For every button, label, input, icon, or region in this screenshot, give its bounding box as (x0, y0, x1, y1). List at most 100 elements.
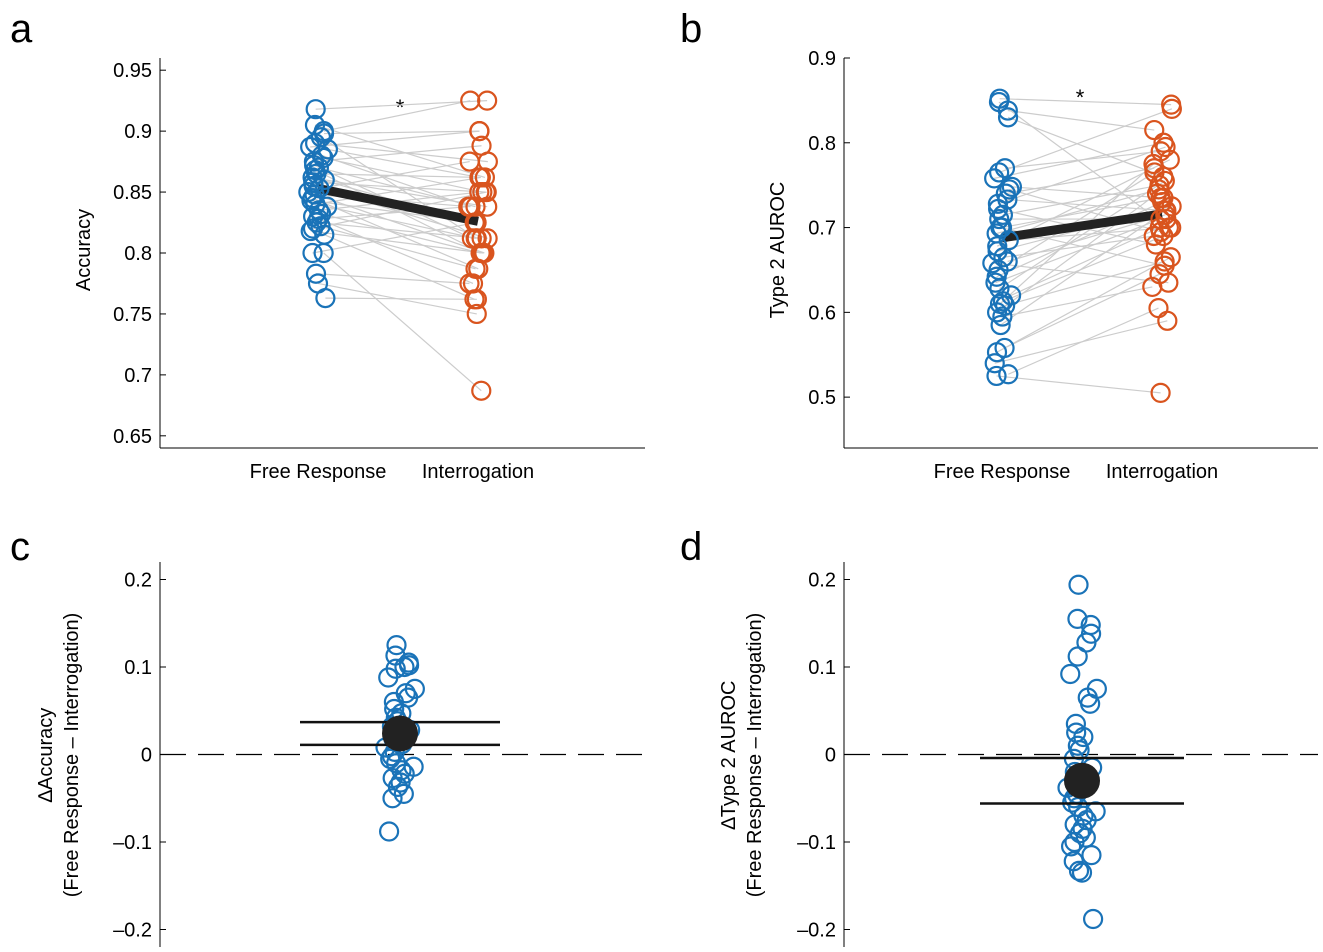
difference-point (1060, 663, 1081, 685)
free-response-point (302, 218, 324, 239)
interrogation-point (1161, 98, 1182, 119)
y-axis-label: ∆Type 2 AUROC (718, 681, 740, 830)
y-tick-label: 0.9 (808, 48, 836, 70)
free-response-point (315, 287, 336, 309)
interrogation-point (460, 90, 481, 111)
y-axis-label-sub: (Free Response – Interrogation) (61, 613, 83, 898)
difference-point (1082, 908, 1104, 930)
paired-line (324, 130, 480, 135)
paired-line (996, 188, 1159, 235)
y-tick-label: 0 (141, 745, 152, 767)
paired-line (1004, 273, 1160, 349)
y-tick-label: 0.95 (113, 60, 152, 82)
difference-point (1075, 827, 1096, 848)
difference-point (390, 772, 411, 793)
mean-marker (1064, 762, 1100, 799)
free-response-point (993, 247, 1014, 268)
y-tick-label: 0 (825, 745, 836, 767)
paired-line (994, 142, 1164, 179)
paired-line (327, 148, 480, 179)
interrogation-point (466, 289, 487, 310)
panel-a: a 0.65 0.7 0.75 0.8 0.85 0.9 0.95 Free Response I… (10, 7, 645, 483)
significance-marker: * (1076, 85, 1085, 110)
interrogation-point (459, 151, 480, 172)
paired-line (999, 98, 1172, 106)
free-response-point (1001, 176, 1023, 197)
paired-line (1007, 109, 1155, 131)
paired-line (310, 130, 480, 148)
paired-line (998, 101, 1170, 229)
y-tick-label: 0.7 (808, 218, 836, 240)
paired-line (316, 173, 481, 179)
free-response-point (992, 306, 1013, 327)
y-tick-label: 0.9 (124, 121, 152, 143)
paired-line (1002, 184, 1160, 216)
difference-point (1067, 646, 1088, 667)
difference-point (378, 667, 399, 688)
y-tick-label: 0.6 (808, 302, 836, 324)
free-response-point (302, 242, 323, 264)
y-tick-label: 0.75 (113, 304, 152, 326)
paired-line (1008, 307, 1159, 375)
free-response-point (308, 200, 330, 221)
y-tick-label: –0.1 (113, 832, 152, 854)
interrogation-point (1146, 183, 1168, 204)
free-response-point (991, 217, 1013, 238)
paired-line (313, 145, 482, 163)
paired-line (1008, 226, 1172, 241)
y-tick-label: 0.8 (808, 133, 836, 155)
paired-line (323, 252, 482, 392)
mean-line (1001, 209, 1163, 243)
interrogation-point (1148, 298, 1169, 319)
y-tick-label: –0.2 (797, 920, 836, 942)
y-tick-label: 0.85 (113, 182, 152, 204)
difference-point (378, 821, 400, 842)
interrogation-point (1149, 264, 1170, 285)
panel-c: c –0.2 –0.1 0 0.1 0.2 ∆Accuracy (Free Response … (10, 525, 645, 947)
paired-line (995, 218, 1161, 284)
free-response-point (989, 162, 1010, 183)
y-axis-label: ∆Accuracy (35, 708, 57, 802)
y-tick-label: 0.65 (113, 426, 152, 448)
paired-line (315, 176, 481, 205)
difference-point (382, 788, 403, 809)
free-response-point (989, 208, 1010, 230)
paired-line (315, 142, 488, 163)
difference-point (1068, 860, 1090, 881)
interrogation-point (473, 242, 494, 264)
y-tick-label: 0.8 (124, 243, 152, 265)
paired-line (1005, 167, 1155, 195)
paired-line (316, 221, 482, 239)
paired-line (1007, 198, 1167, 212)
interrogation-point (1154, 251, 1175, 272)
paired-line (999, 163, 1154, 305)
free-response-point (994, 158, 1016, 179)
interrogation-point (1143, 153, 1164, 175)
interrogation-point (476, 181, 497, 203)
x-tick-label-interrogation: Interrogation (1106, 461, 1218, 483)
paired-line (310, 230, 484, 254)
difference-point (1067, 608, 1088, 629)
free-response-point (997, 100, 1018, 121)
paired-line (996, 193, 1158, 313)
interrogation-point (1150, 382, 1171, 403)
free-response-point (986, 365, 1007, 387)
x-tick-label-free: Free Response (250, 461, 387, 483)
difference-point (380, 748, 401, 769)
y-tick-label: 0.7 (124, 365, 152, 387)
difference-point (387, 776, 409, 797)
x-tick-label-interrogation: Interrogation (422, 461, 534, 483)
free-response-point (997, 107, 1019, 128)
paired-line (312, 221, 477, 254)
free-response-point (313, 242, 334, 264)
free-response-point (984, 353, 1005, 374)
paired-line (315, 273, 470, 285)
y-axis-label-sub: (Free Response – Interrogation) (744, 613, 766, 898)
free-response-point (997, 251, 1018, 272)
interrogation-point (1153, 225, 1174, 247)
difference-point (394, 656, 415, 678)
difference-point (1060, 836, 1082, 857)
interrogation-point (477, 90, 498, 111)
paired-line (1003, 235, 1154, 258)
difference-point (393, 783, 414, 804)
